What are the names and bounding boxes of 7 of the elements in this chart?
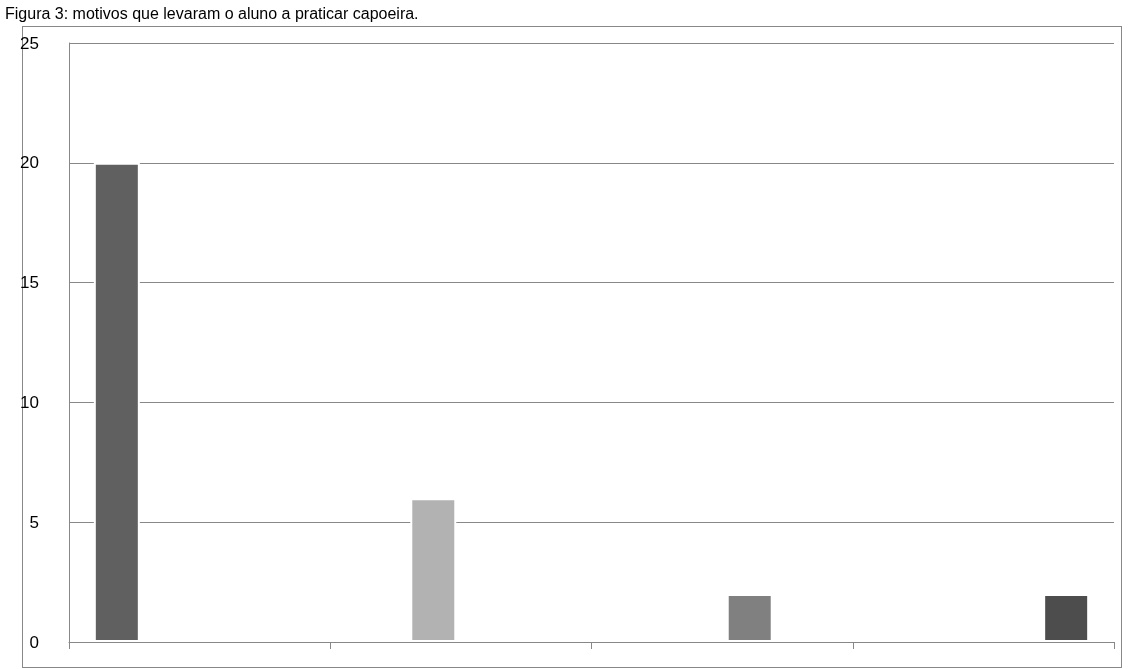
y-tick-label: 0 — [29, 632, 39, 652]
chart-title: Figura 3: motivos que levaram o aluno a praticar capoeira. — [5, 4, 419, 22]
y-tick-label: 20 — [20, 153, 39, 173]
y-tick-label: 10 — [20, 392, 39, 412]
y-tick-label: 25 — [20, 33, 39, 53]
y-tick-label: 15 — [20, 273, 39, 293]
y-tick-label: 5 — [29, 512, 39, 532]
